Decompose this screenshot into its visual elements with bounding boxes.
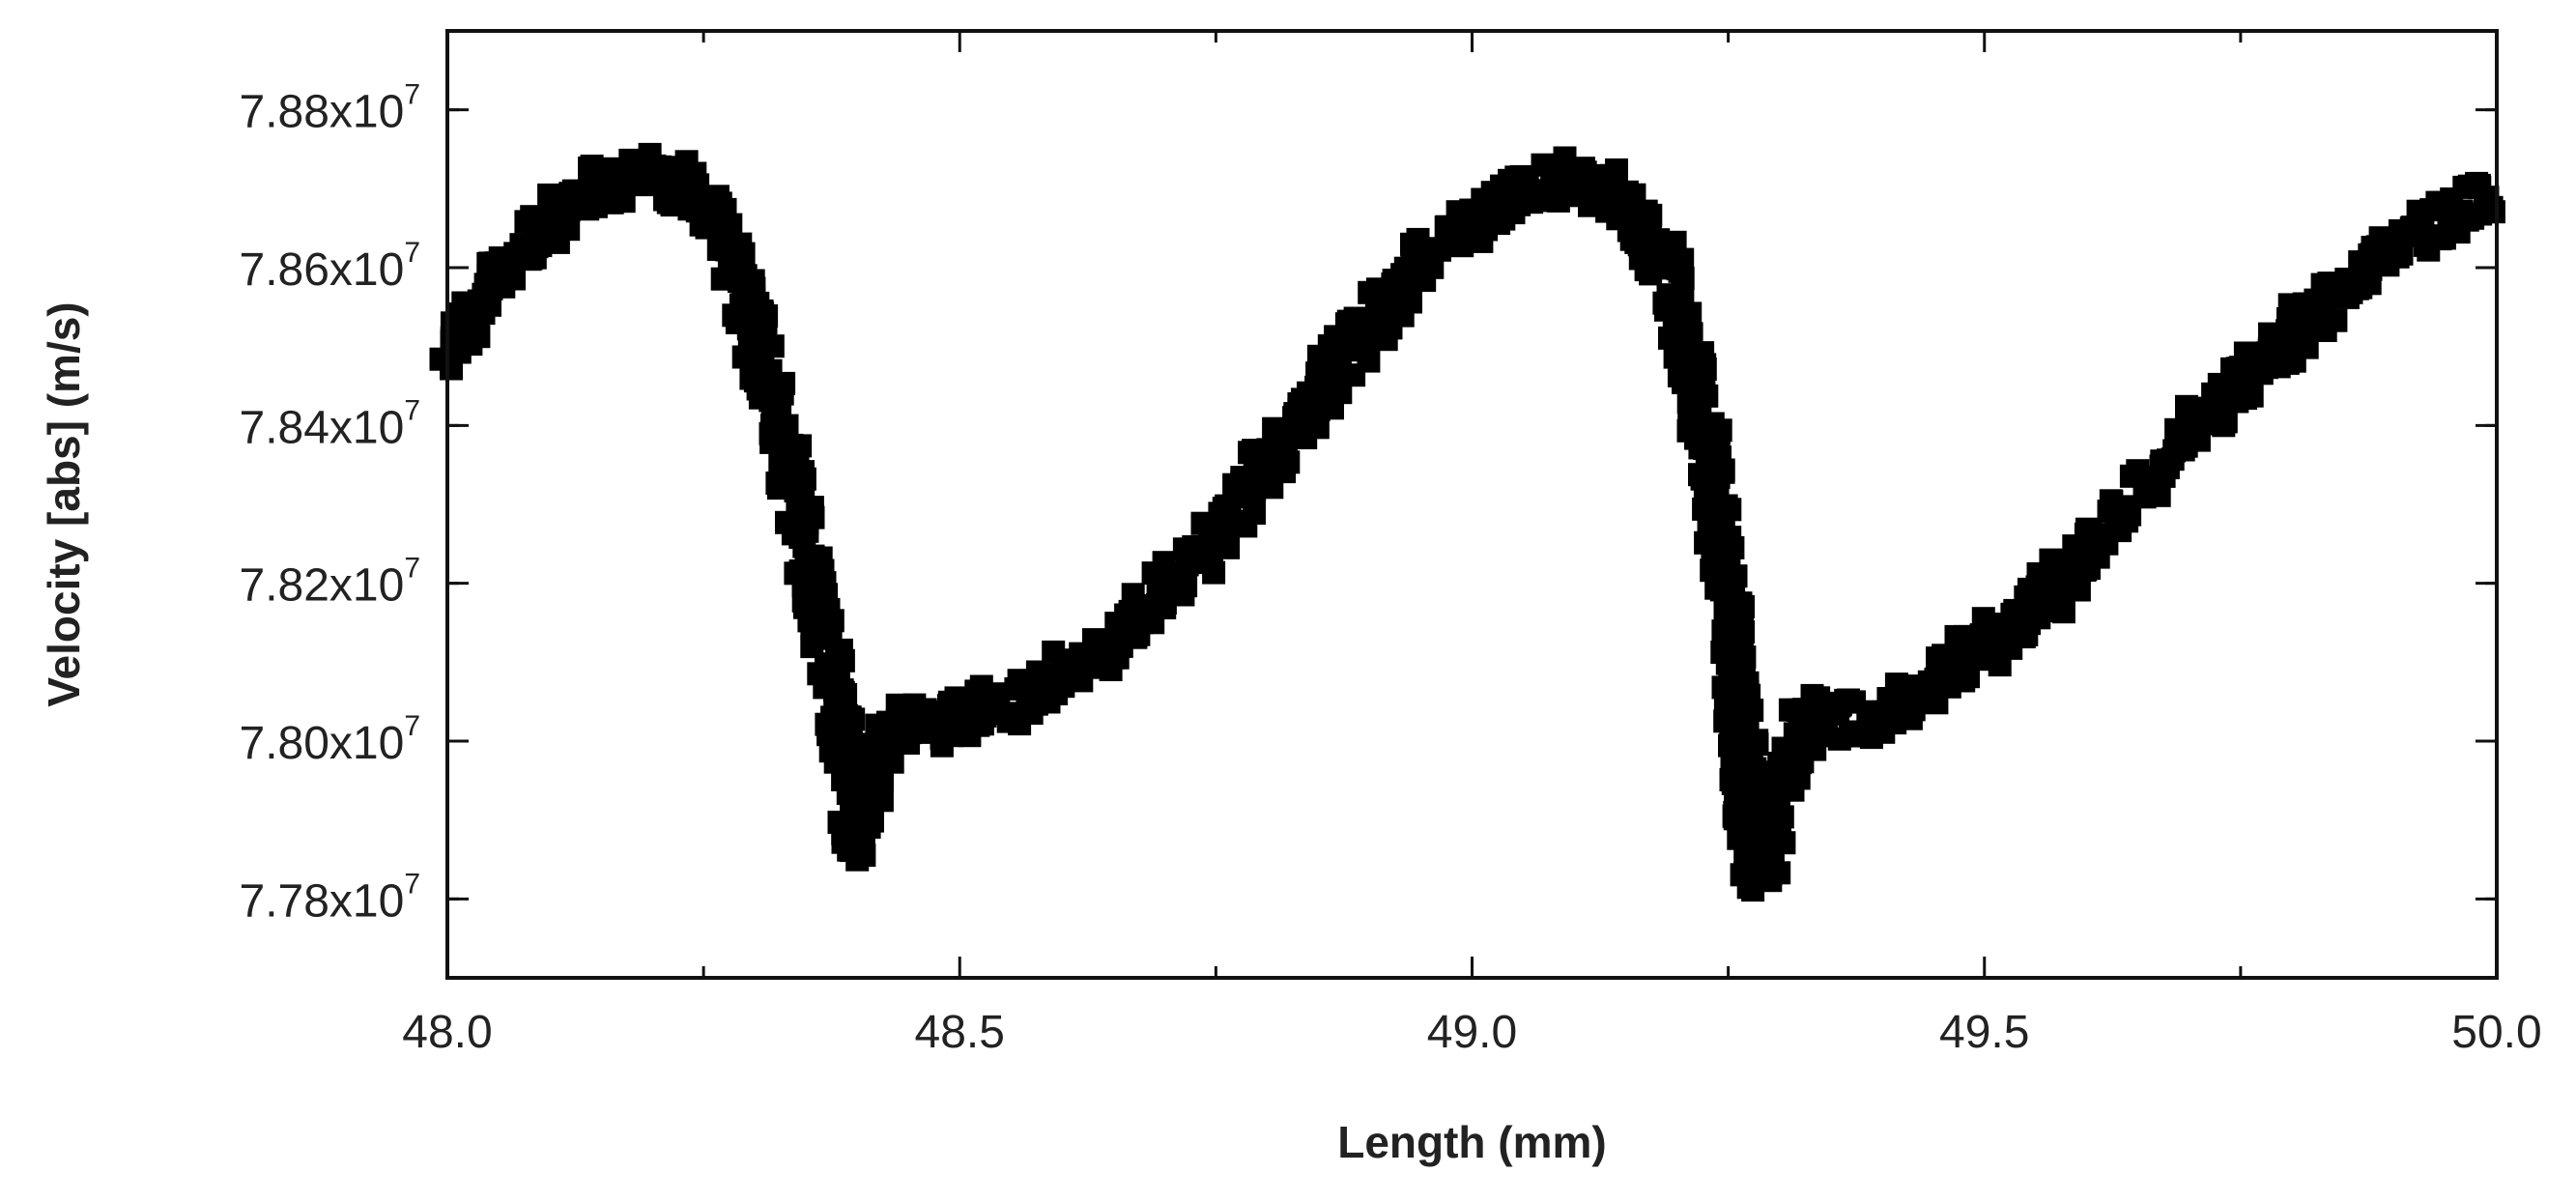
- data-point: [1328, 357, 1352, 381]
- data-point: [1240, 485, 1264, 509]
- y-tick-label: 7.86x107: [240, 237, 421, 296]
- data-point: [1724, 803, 1748, 827]
- data-point: [658, 165, 682, 189]
- data-point: [1268, 437, 1292, 461]
- data-marks: [429, 142, 2505, 902]
- y-tick-label: 7.80x107: [240, 710, 421, 769]
- data-point: [1815, 714, 1839, 738]
- y-axis-title: Velocity [abs] (m/s): [39, 301, 89, 706]
- data-point: [2401, 219, 2425, 243]
- y-tick-label: 7.84x107: [240, 394, 421, 453]
- data-point: [842, 707, 866, 731]
- data-point: [569, 196, 593, 220]
- data-point: [768, 397, 792, 421]
- data-point: [2481, 200, 2505, 224]
- data-point: [781, 522, 805, 546]
- data-point: [1515, 174, 1539, 198]
- data-point: [1357, 349, 1381, 373]
- data-point: [1807, 686, 1831, 710]
- data-point: [2115, 509, 2139, 533]
- data-point: [520, 205, 544, 229]
- y-tick-label: 7.78x107: [240, 868, 421, 927]
- x-tick-label: 48.0: [402, 1007, 492, 1058]
- data-point: [1839, 722, 1862, 746]
- data-point: [2390, 242, 2414, 266]
- y-tick-label: 7.82x107: [240, 553, 421, 612]
- data-point: [1143, 594, 1167, 617]
- data-point: [727, 255, 751, 278]
- x-tick-label: 50.0: [2451, 1007, 2541, 1058]
- data-point: [913, 698, 937, 722]
- data-point: [1731, 603, 1755, 627]
- y-tick-label: 7.88x107: [240, 79, 421, 138]
- data-point: [2199, 397, 2223, 421]
- data-point: [970, 712, 994, 736]
- plot-frame: [445, 29, 2499, 980]
- data-point: [1670, 310, 1694, 333]
- x-tick-label: 48.5: [915, 1007, 1005, 1058]
- data-point: [870, 788, 894, 813]
- axis-tick-labels: 48.0 48.5 49.0 49.5 50.0 7.78x107 7.80x107 7.82…: [240, 79, 2542, 1058]
- x-tick-label: 49.5: [1939, 1007, 2029, 1058]
- data-point: [1612, 185, 1636, 209]
- x-axis-title: Length (mm): [1337, 1117, 1607, 1167]
- data-point: [1383, 295, 1407, 319]
- axis-ticks: [445, 31, 2499, 978]
- data-point: [760, 334, 785, 358]
- data-point: [1690, 375, 1714, 398]
- data-point: [522, 230, 546, 254]
- x-tick-label: 49.0: [1427, 1007, 1517, 1058]
